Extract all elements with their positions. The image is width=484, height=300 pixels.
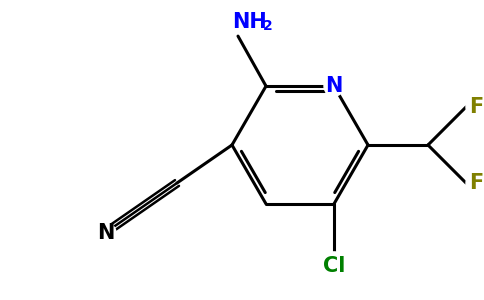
Circle shape <box>96 223 116 243</box>
Circle shape <box>466 173 484 193</box>
Circle shape <box>466 97 484 117</box>
Text: F: F <box>469 97 483 117</box>
Text: 2: 2 <box>263 19 273 33</box>
Text: NH: NH <box>233 12 267 32</box>
Text: N: N <box>97 223 115 243</box>
Text: N: N <box>325 76 343 96</box>
Circle shape <box>320 252 348 280</box>
Text: Cl: Cl <box>323 256 345 276</box>
Circle shape <box>324 76 344 96</box>
Text: F: F <box>469 173 483 193</box>
